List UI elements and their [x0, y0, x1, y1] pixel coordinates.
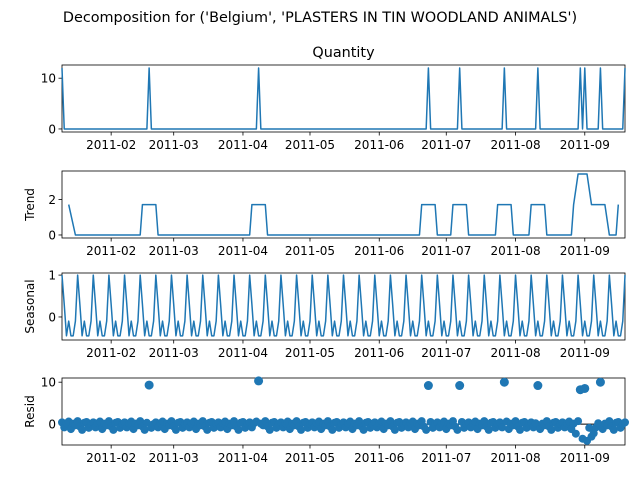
y-axis-label: Seasonal [23, 279, 37, 333]
resid-point-outlier [254, 376, 264, 386]
quantity-panel-title: Quantity [312, 45, 375, 61]
x-tick-label: 2011-06 [354, 244, 404, 258]
resid-point [547, 425, 556, 434]
trend-panel: 0 2 2011-02 2011-03 2011-04 2011-05 2011-06 201… [23, 170, 626, 258]
x-tick-label: 2011-04 [218, 346, 268, 360]
resid-point [609, 425, 618, 434]
x-tick-label: 2011-09 [560, 138, 610, 152]
resid-point [422, 425, 431, 434]
resid-point-outlier [533, 381, 543, 391]
x-tick-label: 2011-02 [86, 138, 136, 152]
trend-series-line [67, 173, 620, 236]
x-tick-label: 2011-08 [490, 138, 540, 152]
x-tick-label: 2011-07 [421, 451, 471, 465]
seasonal-panel: 0 1 2011-02 2011-03 2011-04 2011-05 2011-06 201… [23, 269, 626, 360]
resid-point-outlier [423, 381, 433, 391]
resid-point [498, 423, 507, 432]
x-tick-label: 2011-03 [149, 138, 199, 152]
resid-point-dip [589, 429, 598, 438]
y-tick-label: 0 [48, 228, 56, 242]
resid-point [109, 425, 118, 434]
x-tick-label: 2011-03 [149, 346, 199, 360]
y-tick-label: 0 [48, 418, 56, 432]
resid-point [234, 425, 243, 434]
resid-point-outlier [455, 381, 465, 391]
resid-panel: 0 10 2011-02 2011-03 2011-04 2011-05 2011-06 20… [23, 376, 629, 465]
y-axis-label: Trend [23, 188, 37, 222]
x-tick-label: 2011-04 [218, 451, 268, 465]
y-axis-label: Resid [23, 395, 37, 427]
resid-point-outlier [144, 380, 154, 390]
resid-point [484, 425, 493, 434]
resid-point [328, 425, 337, 434]
x-tick-label: 2011-03 [149, 244, 199, 258]
resid-point-outlier [595, 377, 605, 387]
y-tick-label: 10 [41, 72, 56, 86]
x-tick-label: 2011-04 [218, 244, 268, 258]
resid-point [594, 419, 603, 428]
y-tick-label: 2 [48, 193, 56, 207]
figure-suptitle: Decomposition for ('Belgium', 'PLASTERS … [63, 10, 577, 26]
y-tick-label: 1 [48, 269, 56, 283]
resid-point [203, 425, 212, 434]
resid-point [574, 417, 583, 426]
x-tick-label: 2011-09 [560, 451, 610, 465]
resid-point [359, 425, 368, 434]
resid-point-dip [571, 429, 580, 438]
resid-point [297, 425, 306, 434]
resid-point [265, 425, 274, 434]
y-tick-label: 10 [41, 376, 56, 390]
x-tick-label: 2011-08 [490, 346, 540, 360]
resid-point [531, 419, 540, 428]
axes-frame [61, 64, 626, 133]
x-tick-label: 2011-03 [149, 451, 199, 465]
x-tick-label: 2011-06 [354, 451, 404, 465]
resid-point [453, 425, 462, 434]
x-tick-label: 2011-02 [86, 244, 136, 258]
x-tick-label: 2011-04 [218, 138, 268, 152]
x-tick-label: 2011-06 [354, 138, 404, 152]
y-tick-label: 0 [48, 122, 56, 136]
x-tick-label: 2011-05 [285, 138, 335, 152]
x-tick-label: 2011-05 [285, 451, 335, 465]
resid-point [515, 425, 524, 434]
axes-frame [61, 272, 626, 341]
resid-point [140, 425, 149, 434]
resid-point [78, 425, 87, 434]
x-tick-label: 2011-06 [354, 346, 404, 360]
y-tick-label: 0 [48, 310, 56, 324]
x-tick-label: 2011-02 [86, 346, 136, 360]
x-tick-label: 2011-07 [421, 346, 471, 360]
seasonal-series-line [61, 274, 626, 337]
x-tick-label: 2011-09 [560, 346, 610, 360]
axes-frame [61, 170, 626, 239]
resid-point [390, 425, 399, 434]
quantity-series-line [61, 67, 626, 130]
x-tick-label: 2011-08 [490, 451, 540, 465]
resid-point [621, 418, 629, 427]
x-tick-label: 2011-09 [560, 244, 610, 258]
x-tick-label: 2011-08 [490, 244, 540, 258]
resid-point-outlier [580, 383, 590, 393]
x-tick-label: 2011-02 [86, 451, 136, 465]
x-tick-label: 2011-07 [421, 244, 471, 258]
x-tick-label: 2011-05 [285, 346, 335, 360]
x-tick-label: 2011-05 [285, 244, 335, 258]
axes-frame [61, 377, 626, 446]
resid-point [585, 423, 594, 432]
resid-point-outlier [499, 377, 509, 387]
resid-point [171, 425, 180, 434]
x-tick-label: 2011-07 [421, 138, 471, 152]
quantity-panel: Quantity 0 10 2011-02 2011-03 2011-04 2011-05… [41, 45, 626, 152]
